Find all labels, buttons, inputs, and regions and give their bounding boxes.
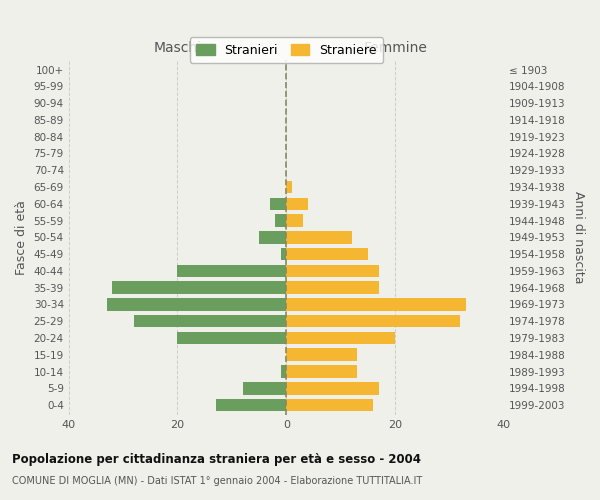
Bar	[259, 231, 286, 243]
Bar	[270, 198, 286, 210]
Bar	[286, 264, 379, 277]
Bar	[178, 332, 286, 344]
Bar	[243, 382, 286, 394]
Y-axis label: Anni di nascita: Anni di nascita	[572, 191, 585, 284]
Bar	[178, 264, 286, 277]
Bar	[275, 214, 286, 227]
Bar	[281, 365, 286, 378]
Bar	[112, 282, 286, 294]
Bar	[286, 332, 395, 344]
Bar	[134, 315, 286, 328]
Bar	[286, 348, 357, 361]
Bar	[286, 382, 379, 394]
Bar	[286, 248, 368, 260]
Text: Maschi: Maschi	[154, 40, 202, 54]
Text: COMUNE DI MOGLIA (MN) - Dati ISTAT 1° gennaio 2004 - Elaborazione TUTTITALIA.IT: COMUNE DI MOGLIA (MN) - Dati ISTAT 1° ge…	[12, 476, 422, 486]
Bar	[281, 248, 286, 260]
Bar	[286, 399, 373, 411]
Text: Popolazione per cittadinanza straniera per età e sesso - 2004: Popolazione per cittadinanza straniera p…	[12, 452, 421, 466]
Legend: Stranieri, Straniere: Stranieri, Straniere	[190, 38, 383, 63]
Bar	[215, 399, 286, 411]
Bar	[107, 298, 286, 310]
Bar	[286, 214, 302, 227]
Bar	[286, 282, 379, 294]
Bar	[286, 365, 357, 378]
Bar	[286, 198, 308, 210]
Bar	[286, 298, 466, 310]
Text: Femmine: Femmine	[363, 40, 427, 54]
Y-axis label: Fasce di età: Fasce di età	[15, 200, 28, 275]
Bar	[286, 315, 460, 328]
Bar	[286, 180, 292, 194]
Bar	[286, 231, 352, 243]
